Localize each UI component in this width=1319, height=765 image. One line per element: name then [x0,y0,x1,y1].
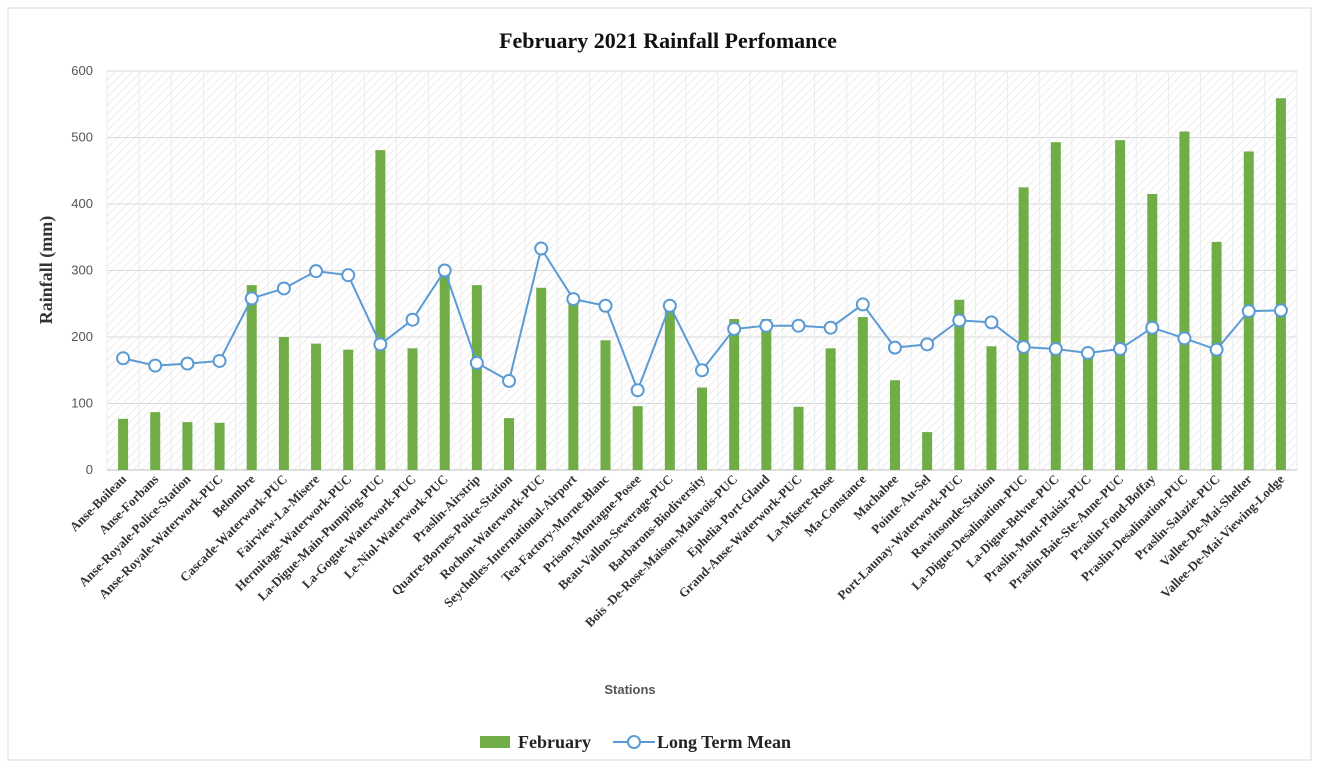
marker [341,268,356,283]
marker [309,264,324,279]
marker [469,355,484,370]
legend-swatch [480,736,510,748]
bar [1115,140,1126,470]
legend-label: February [518,732,591,752]
marker [1177,331,1192,346]
marker [1241,304,1256,319]
marker [1273,303,1288,318]
bar [889,380,900,470]
marker [1080,345,1095,360]
y-tick-label: 500 [71,130,93,145]
marker [148,358,163,373]
bar [1018,187,1029,470]
bar [697,387,707,470]
marker [791,318,806,333]
marker [1145,320,1160,335]
y-axis-label: Rainfall (mm) [36,216,57,324]
bar [182,422,193,470]
bar [311,343,322,470]
marker [566,292,581,307]
bar [504,418,515,470]
bar [1050,142,1061,470]
bar [407,348,418,470]
bar [1082,353,1093,470]
marker [887,340,902,355]
bar [150,412,161,470]
marker [1016,339,1031,354]
marker [920,337,935,352]
bar [471,285,482,470]
bar [986,346,997,470]
bar [439,275,450,470]
marker [598,298,613,313]
bar [664,310,675,470]
marker [823,320,838,335]
bar [632,406,643,470]
y-tick-label: 200 [71,329,93,344]
y-tick-label: 100 [71,396,93,411]
marker [695,363,709,378]
bar [536,287,547,470]
legend-swatch [626,735,641,749]
y-tick-label: 300 [71,263,93,278]
x-axis-label: Stations [604,682,655,697]
marker [180,356,195,371]
y-tick-label: 600 [71,63,93,78]
y-tick-label: 400 [71,196,93,211]
marker [437,263,452,278]
marker [502,373,517,388]
marker [662,298,677,313]
marker [244,291,259,306]
bar [600,340,611,470]
bar [761,319,772,470]
bar [1179,131,1190,470]
bar [278,337,289,470]
marker [952,313,967,328]
marker [1048,341,1063,356]
marker [212,353,227,368]
bar [343,349,354,470]
marker [759,318,774,333]
marker [373,337,388,352]
bar [375,150,386,470]
bar [825,348,836,470]
marker [405,312,420,327]
marker [1209,342,1224,357]
marker [1113,341,1128,356]
bar [793,406,804,470]
bar [118,418,129,470]
marker [116,351,131,366]
bar [568,300,579,470]
bar [729,319,740,470]
bar [857,317,868,470]
marker [727,322,742,337]
legend-label: Long Term Mean [657,732,791,752]
marker [276,281,291,296]
bar [246,285,257,470]
bar [1275,98,1286,470]
marker [630,383,645,398]
marker [534,241,549,256]
chart-title: February 2021 Rainfall Perfomance [499,28,837,53]
marker [855,297,870,312]
y-tick-label: 0 [86,462,93,477]
bar [214,422,225,470]
bar [954,299,965,470]
bar [922,432,933,470]
marker [984,315,999,330]
